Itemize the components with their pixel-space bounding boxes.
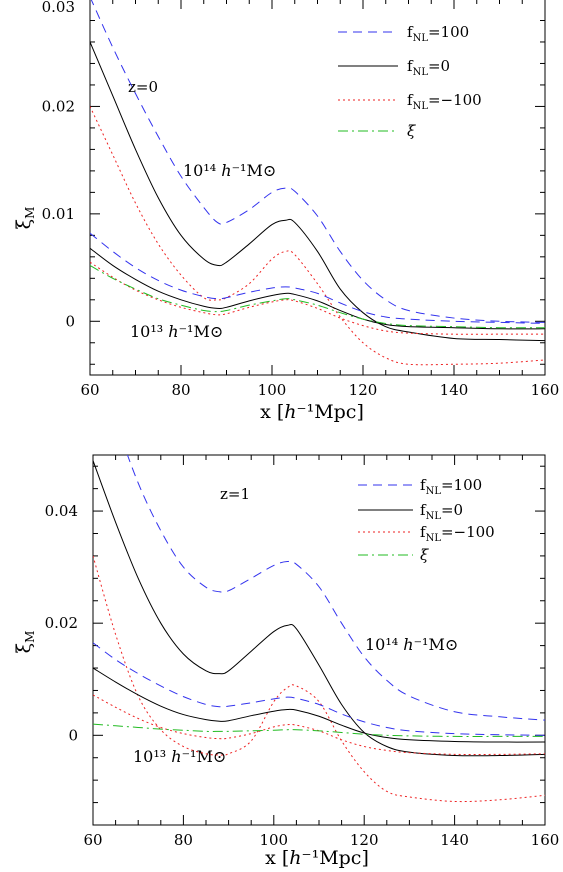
- plot-frame: [92, 454, 546, 826]
- legend-label: fNL=0: [420, 501, 463, 522]
- legend-label: fNL=−100: [407, 91, 482, 112]
- legend-label: fNL=0: [407, 57, 450, 78]
- annotation-low-mass: 10¹³ h⁻¹M⊙: [130, 322, 223, 341]
- y-tick-label: 0: [68, 726, 78, 744]
- series-group: [93, 455, 545, 803]
- series-line: [90, 41, 545, 342]
- series-line: [93, 555, 545, 803]
- series-line: [93, 460, 545, 757]
- series-line: [90, 247, 545, 330]
- redshift-label: z=1: [220, 485, 250, 503]
- y-tick-label: 0.04: [45, 502, 78, 520]
- series-line: [93, 667, 545, 743]
- x-tick-label: 60: [83, 831, 102, 849]
- x-axis-label: x [h⁻¹Mpc]: [265, 847, 369, 869]
- x-tick-label: 60: [80, 381, 99, 399]
- y-tick-label: 0: [65, 312, 75, 330]
- series-line: [90, 264, 545, 329]
- legend-label: ξ: [407, 122, 416, 140]
- series-line: [93, 694, 545, 756]
- legend-label: fNL=100: [420, 476, 482, 497]
- legend-label: ξ: [420, 546, 429, 564]
- x-tick-label: 120: [350, 831, 379, 849]
- series-line: [90, 232, 545, 324]
- legend-label: fNL=−100: [420, 523, 495, 544]
- panel-z1: 60 80 100 120 140 160 0 0.02 0.04 x [h⁻¹Mpc] ξM z=1…: [13, 454, 560, 869]
- plot-frame: [89, 0, 546, 376]
- series-group: [90, 0, 545, 366]
- annotation-high-mass: 10¹⁴ h⁻¹M⊙: [183, 161, 276, 180]
- y-axis-label: ξM: [13, 207, 37, 230]
- x-tick-label: 160: [531, 381, 560, 399]
- panel-z0: 60 80 100 120 140 160 0 0.01 0.02 0.03 x [h⁻¹Mpc] ξ…: [13, 0, 559, 423]
- x-tick-label: 120: [349, 381, 378, 399]
- x-axis-label: x [h⁻¹Mpc]: [260, 401, 364, 423]
- y-tick-label: 0.03: [42, 0, 75, 16]
- x-tick-label: 140: [440, 381, 469, 399]
- annotation-low-mass: 10¹³ h⁻¹M⊙: [133, 747, 226, 766]
- series-line: [90, 106, 545, 366]
- x-tick-label: 100: [258, 381, 287, 399]
- y-tick-label: 0.01: [42, 205, 75, 223]
- x-tick-label: 140: [440, 831, 469, 849]
- x-tick-label: 80: [174, 831, 193, 849]
- annotation-high-mass: 10¹⁴ h⁻¹M⊙: [365, 635, 458, 654]
- series-line: [93, 723, 545, 737]
- x-tick-label: 80: [171, 381, 190, 399]
- y-tick-label: 0.02: [45, 614, 78, 632]
- series-line: [93, 642, 545, 736]
- series-line: [90, 0, 545, 323]
- y-tick-label: 0.02: [42, 97, 75, 115]
- x-tick-label: 100: [259, 831, 288, 849]
- redshift-label: z=0: [128, 78, 158, 96]
- y-axis-label: ξM: [13, 631, 37, 654]
- legend-label: fNL=100: [407, 23, 469, 44]
- x-tick-label: 160: [531, 831, 560, 849]
- series-line: [90, 261, 545, 335]
